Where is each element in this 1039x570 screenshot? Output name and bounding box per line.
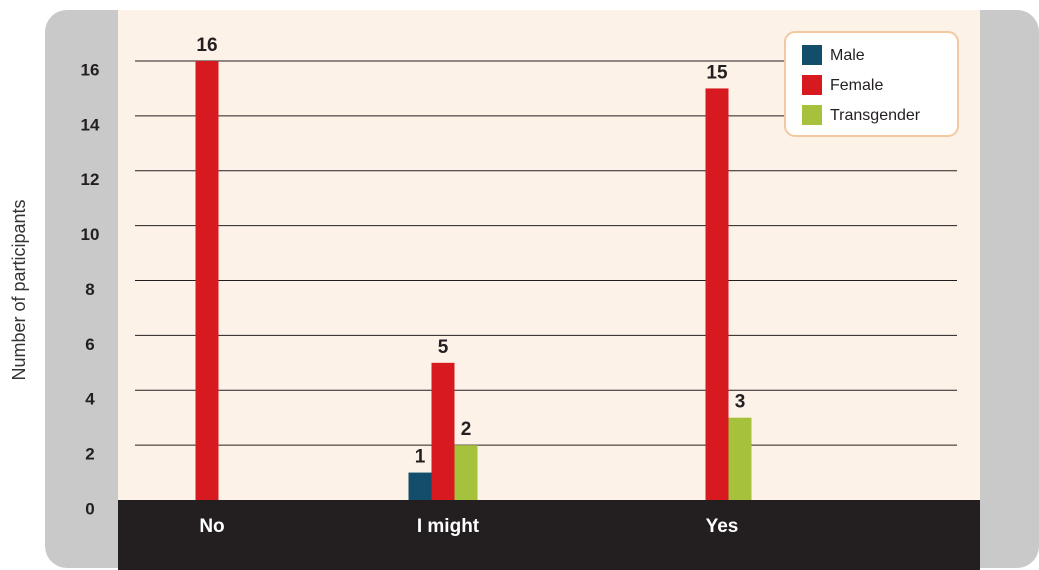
- y-tick-label: 14: [81, 115, 100, 134]
- y-tick-label: 16: [81, 60, 100, 79]
- value-label: 1: [415, 447, 426, 468]
- legend-swatch: [802, 45, 822, 65]
- legend-swatch: [802, 105, 822, 125]
- x-tick-label: I might: [417, 516, 480, 537]
- legend-swatch: [802, 75, 822, 95]
- bar: [195, 61, 219, 500]
- value-label: 15: [706, 62, 728, 83]
- value-label: 3: [735, 392, 746, 413]
- category-band: [118, 500, 980, 570]
- x-tick-label: No: [199, 516, 224, 537]
- value-label: 2: [461, 419, 472, 440]
- y-axis-label: Number of participants: [9, 199, 29, 380]
- bar: [431, 362, 455, 500]
- y-tick-label: 0: [85, 499, 94, 518]
- y-tick-label: 8: [85, 280, 94, 299]
- legend-label: Transgender: [830, 107, 921, 124]
- y-tick-label: 10: [81, 225, 100, 244]
- y-tick-label: 4: [85, 390, 95, 409]
- bar: [728, 417, 752, 500]
- y-tick-label: 2: [85, 445, 94, 464]
- bar: [705, 88, 729, 500]
- value-label: 5: [438, 337, 449, 358]
- value-label: 16: [196, 35, 217, 56]
- legend-label: Male: [830, 47, 865, 64]
- y-tick-label: 12: [81, 170, 100, 189]
- legend-label: Female: [830, 77, 883, 94]
- bar: [454, 445, 478, 500]
- y-tick-label: 6: [85, 335, 94, 354]
- x-tick-label: Yes: [706, 516, 739, 537]
- legend-box: [784, 31, 959, 137]
- bar: [408, 472, 432, 500]
